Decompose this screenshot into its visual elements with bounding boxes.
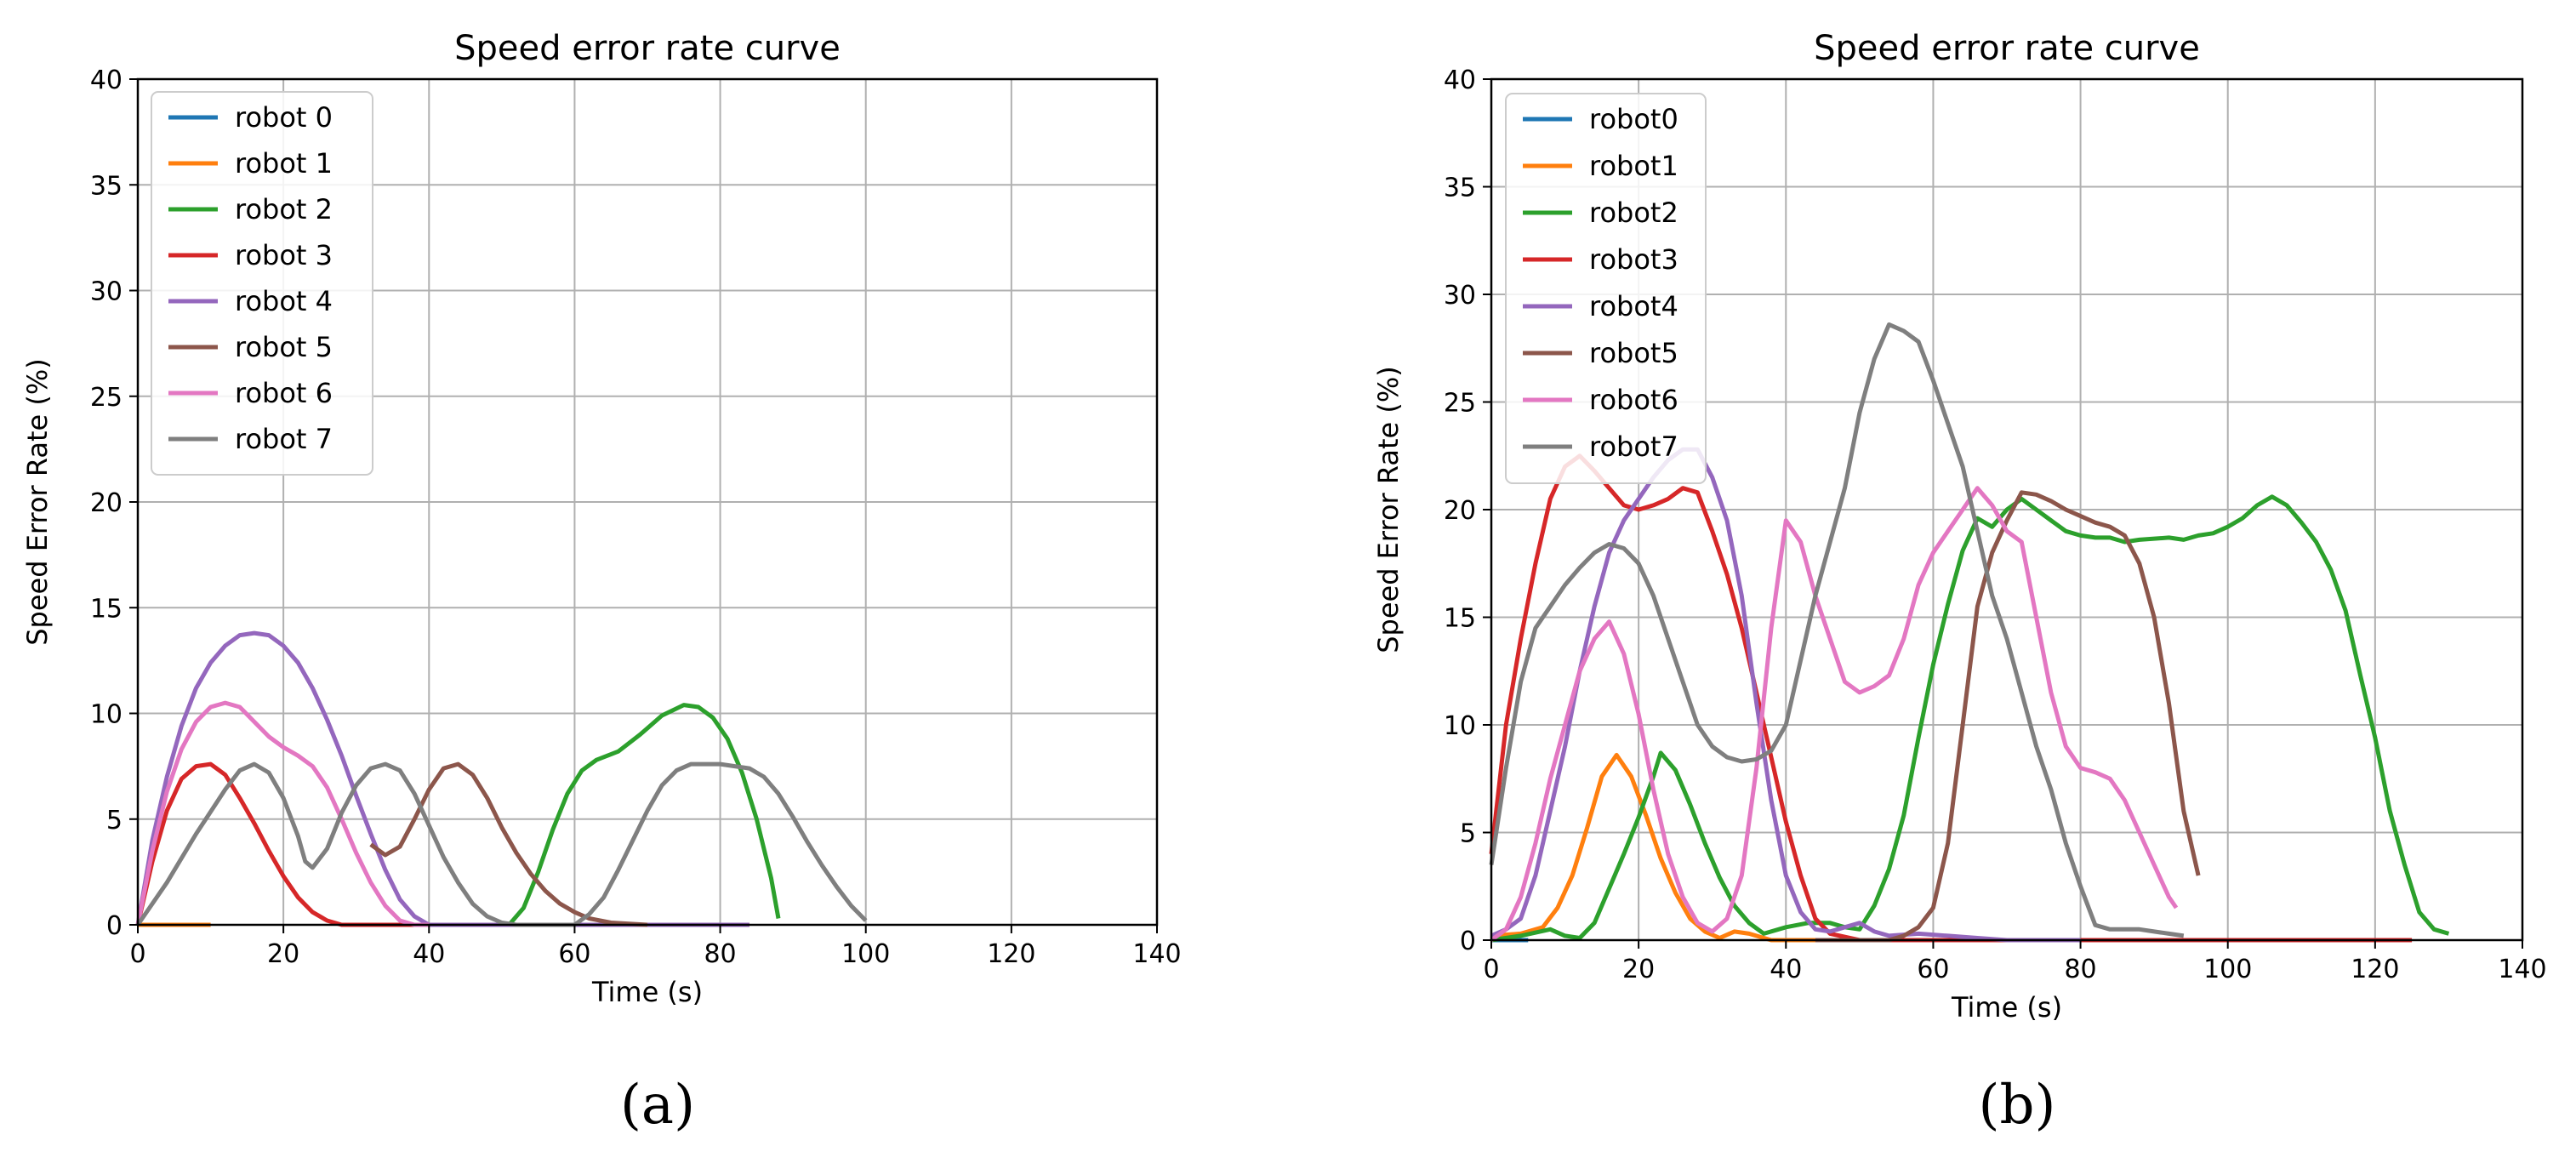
x-tick-label: 0: [1483, 955, 1499, 984]
series-line-robot2: [1490, 494, 2450, 943]
series-line-robot-5: [369, 761, 648, 927]
series-line-robot5: [1815, 490, 2201, 943]
legend-entry: robot 0: [235, 101, 333, 134]
series-line-robot1: [1490, 752, 1823, 943]
x-tick-label: 140: [2498, 955, 2546, 984]
x-axis-label: Time (s): [591, 976, 703, 1008]
y-tick-label: 35: [1444, 174, 1476, 203]
y-tick-label: 25: [90, 383, 123, 413]
legend-box: [1505, 93, 1707, 484]
x-tick-label: 0: [129, 939, 145, 969]
x-tick-label: 40: [413, 939, 445, 969]
legend-entry: robot5: [1589, 337, 1678, 369]
x-tick-label: 80: [704, 939, 736, 969]
legend-entry: robot2: [1589, 197, 1678, 229]
series-line-robot6: [1490, 486, 2179, 943]
chart-title: Speed error rate curve: [454, 29, 841, 68]
y-tick-label: 0: [106, 911, 123, 941]
legend-entry: robot4: [1589, 290, 1678, 322]
series-line-robot-2: [507, 703, 781, 927]
series-line-robot7: [1489, 322, 2185, 938]
legend-entry: robot 2: [235, 193, 333, 225]
panel-label: (a): [620, 1074, 695, 1137]
y-tick-label: 15: [90, 594, 123, 624]
x-tick-label: 120: [987, 939, 1035, 969]
panel-b: 0 20 40 60 80 100 120 140 0 5 10 15 20 25 30 35 40 Speed …: [1372, 29, 2547, 1137]
x-tick-label: 20: [1622, 955, 1655, 984]
legend-entry: robot 5: [235, 331, 333, 363]
legend-entry: robot6: [1589, 384, 1678, 416]
panel-label: (b): [1979, 1074, 2056, 1137]
series-line-robot-6: [135, 700, 430, 927]
legend-entry: robot0: [1589, 103, 1678, 135]
series-line-robot-7: [135, 761, 868, 927]
y-tick-label: 30: [90, 277, 123, 307]
x-tick-label: 100: [841, 939, 890, 969]
legend-entry: robot3: [1589, 243, 1678, 276]
series-line-robot4: [1490, 447, 2081, 943]
y-tick-label: 10: [90, 700, 123, 730]
x-tick-label: 20: [267, 939, 299, 969]
y-axis-label: Speed Error Rate (%): [1372, 366, 1405, 653]
x-tick-label: 120: [2351, 955, 2399, 984]
legend-box: [151, 91, 373, 476]
chart-title: Speed error rate curve: [1814, 29, 2200, 68]
x-tick-label: 60: [558, 939, 590, 969]
y-tick-label: 10: [1444, 711, 1476, 741]
series-line-robot-4: [135, 630, 749, 927]
y-tick-label: 40: [1444, 66, 1476, 95]
x-tick-label: 140: [1132, 939, 1181, 969]
legend-entry: robot 1: [235, 147, 333, 180]
x-tick-label: 80: [2064, 955, 2096, 984]
y-axis-label: Speed Error Rate (%): [21, 358, 54, 646]
legend: robot 0 robot 1 robot 2 robot 3 robot 4 robot…: [151, 91, 373, 476]
y-tick-label: 35: [90, 171, 123, 201]
y-tick-label: 20: [1444, 496, 1476, 526]
legend: robot0 robot1 robot2 robot3 robot4 robot5 robo…: [1505, 93, 1707, 484]
y-tick-label: 30: [1444, 281, 1476, 311]
x-axis-label: Time (s): [1951, 991, 2062, 1024]
y-tick-label: 5: [1460, 819, 1476, 849]
legend-entry: robot 7: [235, 423, 333, 455]
y-tick-label: 40: [90, 66, 123, 95]
x-tick-label: 100: [2203, 955, 2252, 984]
y-tick-label: 0: [1460, 927, 1476, 956]
x-tick-label: 60: [1917, 955, 1949, 984]
y-tick-label: 20: [90, 488, 123, 518]
y-tick-label: 25: [1444, 389, 1476, 419]
legend-entry: robot 4: [235, 285, 333, 317]
legend-entry: robot7: [1589, 431, 1678, 463]
y-tick-label: 5: [106, 806, 123, 835]
x-tick-label: 40: [1770, 955, 1802, 984]
y-tick-label: 15: [1444, 604, 1476, 634]
legend-entry: robot 6: [235, 377, 333, 409]
legend-entry: robot1: [1589, 150, 1678, 182]
legend-entry: robot 3: [235, 239, 333, 271]
panel-a: 0 20 40 60 80 100 120 140 0 5 10 15 20 25 30 35 40 Speed …: [21, 29, 1182, 1137]
